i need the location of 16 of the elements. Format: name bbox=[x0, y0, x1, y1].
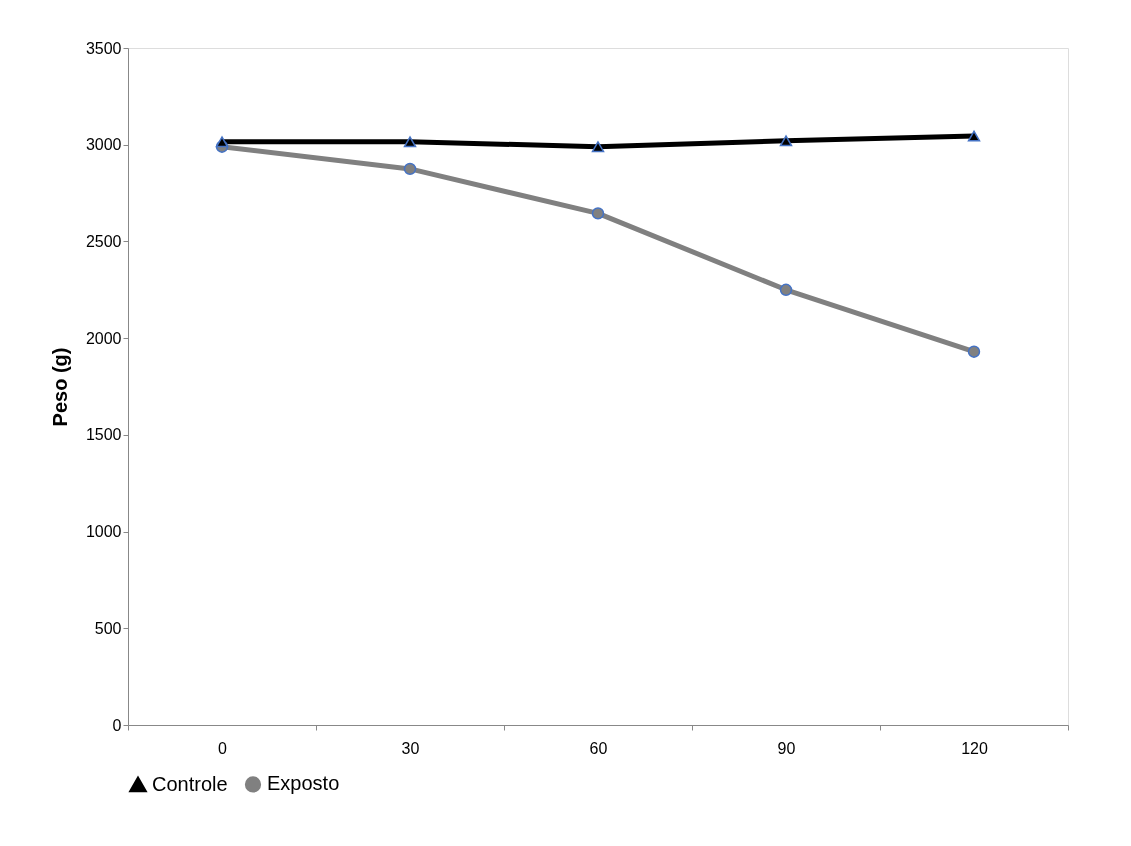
y-tick-label: 3000 bbox=[85, 136, 122, 154]
x-tick-label: 60 bbox=[589, 739, 608, 757]
x-tick-label: 120 bbox=[961, 739, 988, 757]
y-axis-title: Peso (g) bbox=[48, 347, 71, 427]
legend-label: Exposto bbox=[267, 772, 340, 795]
y-tick-label: 2500 bbox=[85, 232, 122, 250]
y-tick-label: 1500 bbox=[85, 426, 122, 444]
y-tick-label: 2000 bbox=[85, 329, 122, 347]
y-tick-label: 1000 bbox=[85, 523, 122, 541]
y-tick-label: 500 bbox=[94, 619, 122, 637]
y-tick-label: 3500 bbox=[85, 39, 122, 57]
legend-label: Controle bbox=[152, 772, 228, 795]
x-tick-label: 30 bbox=[401, 739, 420, 757]
x-tick-label: 90 bbox=[777, 739, 796, 757]
x-tick-label: 0 bbox=[218, 739, 228, 757]
y-tick-label: 0 bbox=[112, 716, 122, 734]
